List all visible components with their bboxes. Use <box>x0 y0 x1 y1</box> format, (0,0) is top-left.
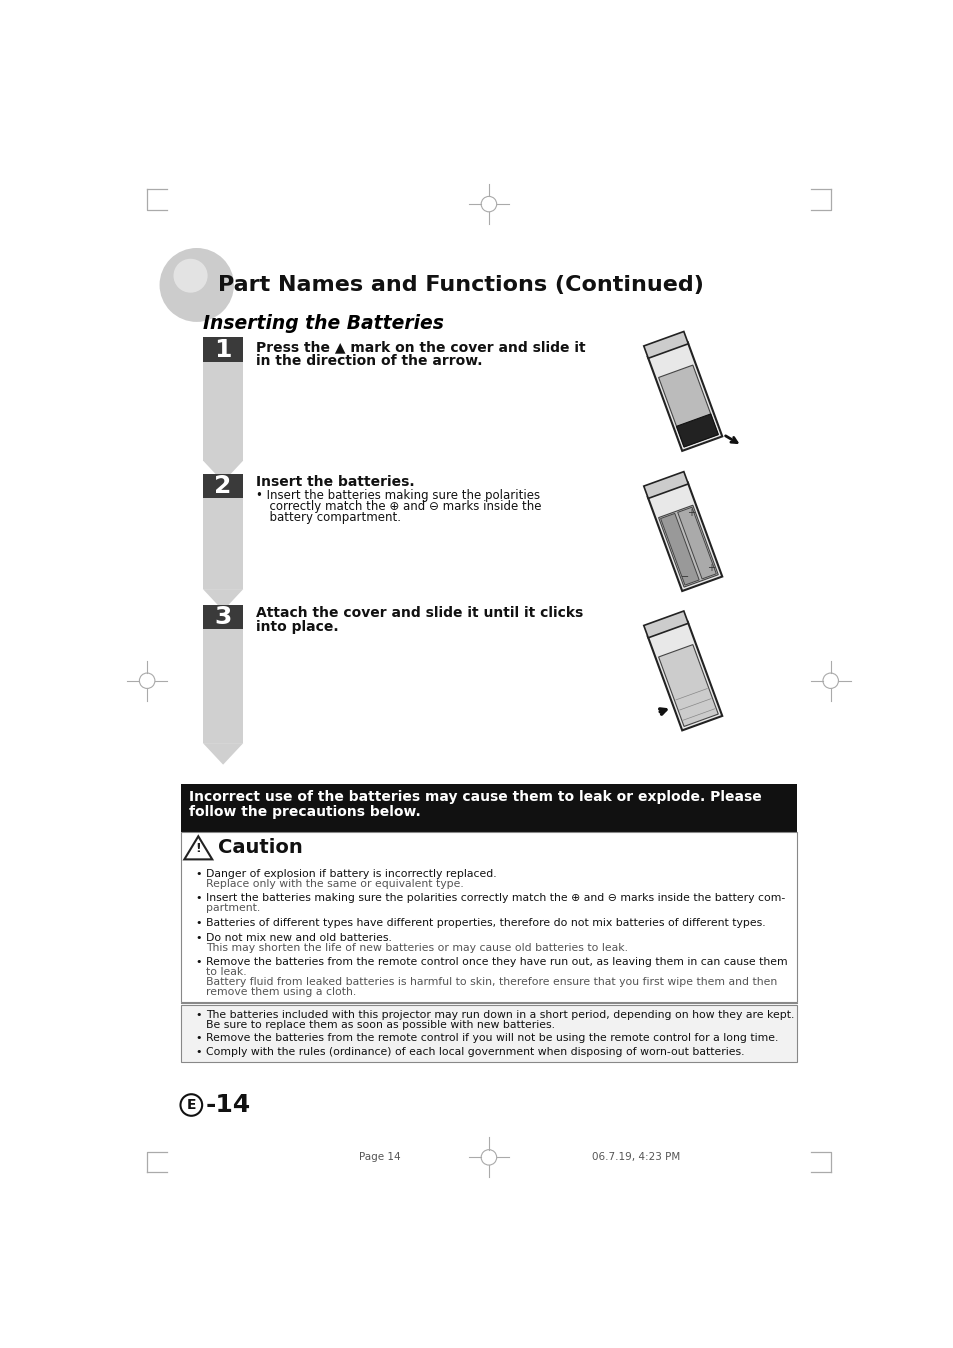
Polygon shape <box>643 472 688 499</box>
Text: Insert the batteries making sure the polarities correctly match the ⊕ and ⊖ mark: Insert the batteries making sure the pol… <box>206 894 784 903</box>
Text: correctly match the ⊕ and ⊖ marks inside the: correctly match the ⊕ and ⊖ marks inside… <box>261 500 540 512</box>
Text: to leak.: to leak. <box>206 967 247 977</box>
Text: Inserting the Batteries: Inserting the Batteries <box>203 314 443 333</box>
Text: Do not mix new and old batteries.: Do not mix new and old batteries. <box>206 933 392 942</box>
Text: Be sure to replace them as soon as possible with new batteries.: Be sure to replace them as soon as possi… <box>206 1019 555 1030</box>
FancyBboxPatch shape <box>203 337 243 363</box>
Text: Danger of explosion if battery is incorrectly replaced.: Danger of explosion if battery is incorr… <box>206 868 497 879</box>
Text: in the direction of the arrow.: in the direction of the arrow. <box>255 355 481 368</box>
FancyBboxPatch shape <box>203 337 243 461</box>
Text: • Insert the batteries making sure the polarities: • Insert the batteries making sure the p… <box>255 489 539 501</box>
Polygon shape <box>658 365 718 448</box>
FancyBboxPatch shape <box>203 473 243 499</box>
Polygon shape <box>676 414 718 448</box>
Text: into place.: into place. <box>255 620 338 634</box>
Text: The batteries included with this projector may run down in a short period, depen: The batteries included with this project… <box>206 1010 794 1019</box>
Text: •: • <box>195 1047 201 1057</box>
Text: 06.7.19, 4:23 PM: 06.7.19, 4:23 PM <box>592 1151 679 1162</box>
Polygon shape <box>647 621 721 731</box>
Text: Battery fluid from leaked batteries is harmful to skin, therefore ensure that yo: Battery fluid from leaked batteries is h… <box>206 977 777 987</box>
Text: •: • <box>195 918 201 927</box>
Text: Page 14: Page 14 <box>359 1151 400 1162</box>
FancyBboxPatch shape <box>203 473 243 589</box>
Text: Incorrect use of the batteries may cause them to leak or explode. Please: Incorrect use of the batteries may cause… <box>189 790 760 803</box>
Text: •: • <box>195 957 201 967</box>
Polygon shape <box>658 506 718 588</box>
Text: Part Names and Functions (Continued): Part Names and Functions (Continued) <box>218 275 703 295</box>
Text: •: • <box>195 1034 201 1043</box>
Polygon shape <box>203 743 243 764</box>
Circle shape <box>159 248 233 322</box>
Text: •: • <box>195 868 201 879</box>
Polygon shape <box>184 836 212 860</box>
Text: Insert the batteries.: Insert the batteries. <box>255 474 414 489</box>
Text: −: − <box>680 572 689 582</box>
Text: 2: 2 <box>214 474 232 497</box>
FancyBboxPatch shape <box>181 1004 796 1062</box>
Text: -14: -14 <box>206 1093 251 1117</box>
Text: battery compartment.: battery compartment. <box>261 511 400 523</box>
Text: Replace only with the same or equivalent type.: Replace only with the same or equivalent… <box>206 879 463 888</box>
Text: E: E <box>187 1099 196 1112</box>
Polygon shape <box>203 589 243 611</box>
Text: +: + <box>706 562 714 573</box>
Text: Batteries of different types have different properties, therefore do not mix bat: Batteries of different types have differ… <box>206 918 765 927</box>
Text: •: • <box>195 1010 201 1019</box>
Circle shape <box>173 259 208 293</box>
Polygon shape <box>659 514 699 585</box>
Polygon shape <box>643 332 688 359</box>
FancyBboxPatch shape <box>181 832 796 1002</box>
Text: This may shorten the life of new batteries or may cause old batteries to leak.: This may shorten the life of new batteri… <box>206 942 627 953</box>
Polygon shape <box>203 461 243 483</box>
Polygon shape <box>643 611 688 638</box>
Text: Remove the batteries from the remote control if you will not be using the remote: Remove the batteries from the remote con… <box>206 1034 778 1043</box>
Polygon shape <box>677 507 716 578</box>
Text: Comply with the rules (ordinance) of each local government when disposing of wor: Comply with the rules (ordinance) of eac… <box>206 1047 743 1057</box>
Text: Attach the cover and slide it until it clicks: Attach the cover and slide it until it c… <box>255 607 582 620</box>
Text: •: • <box>195 894 201 903</box>
FancyBboxPatch shape <box>203 604 243 630</box>
FancyBboxPatch shape <box>181 785 796 832</box>
Text: Remove the batteries from the remote control once they have run out, as leaving : Remove the batteries from the remote con… <box>206 957 787 967</box>
Text: +: + <box>686 508 694 518</box>
Text: Caution: Caution <box>218 838 303 857</box>
Polygon shape <box>647 483 721 590</box>
Text: 3: 3 <box>214 605 232 628</box>
Text: !: ! <box>195 842 201 855</box>
Text: •: • <box>195 933 201 942</box>
Text: partment.: partment. <box>206 903 260 914</box>
Text: follow the precautions below.: follow the precautions below. <box>189 806 420 820</box>
Text: 1: 1 <box>214 337 232 361</box>
Text: remove them using a cloth.: remove them using a cloth. <box>206 987 355 998</box>
Text: Press the ▲ mark on the cover and slide it: Press the ▲ mark on the cover and slide … <box>255 341 584 355</box>
Polygon shape <box>647 342 721 450</box>
Polygon shape <box>658 644 718 727</box>
FancyBboxPatch shape <box>203 604 243 743</box>
